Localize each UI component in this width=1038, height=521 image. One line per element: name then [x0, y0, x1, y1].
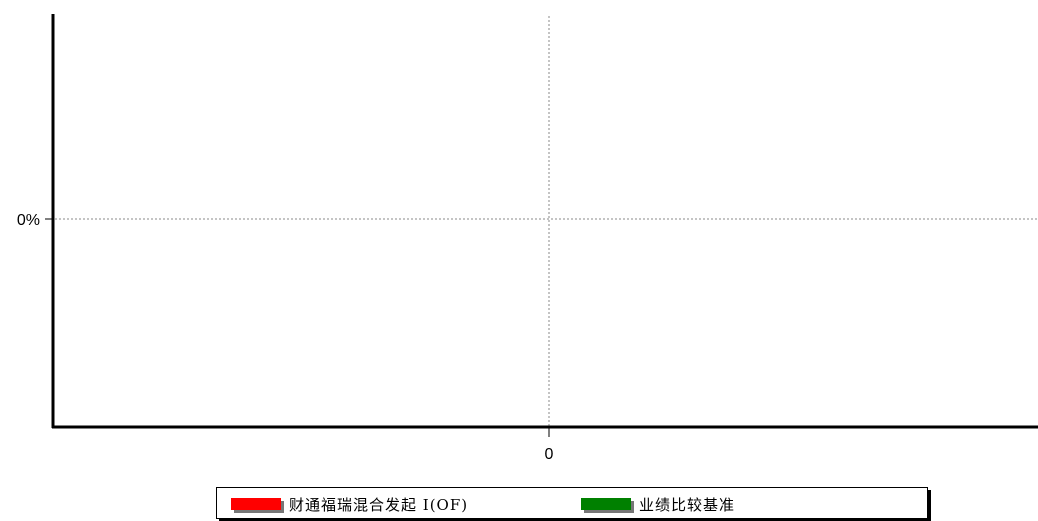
- legend-swatch-fund: [231, 498, 281, 510]
- x-tick-label: 0: [545, 446, 554, 463]
- legend-swatch-benchmark: [581, 498, 631, 510]
- legend-item-fund: 财通福瑞混合发起 I(OF): [231, 493, 468, 515]
- legend-label-fund: 财通福瑞混合发起 I(OF): [289, 495, 469, 514]
- legend-item-benchmark: 业绩比较基准: [581, 493, 735, 515]
- y-tick-label: 0%: [17, 212, 40, 229]
- legend: 财通福瑞混合发起 I(OF) 业绩比较基准: [216, 487, 928, 519]
- legend-label-benchmark: 业绩比较基准: [639, 495, 736, 514]
